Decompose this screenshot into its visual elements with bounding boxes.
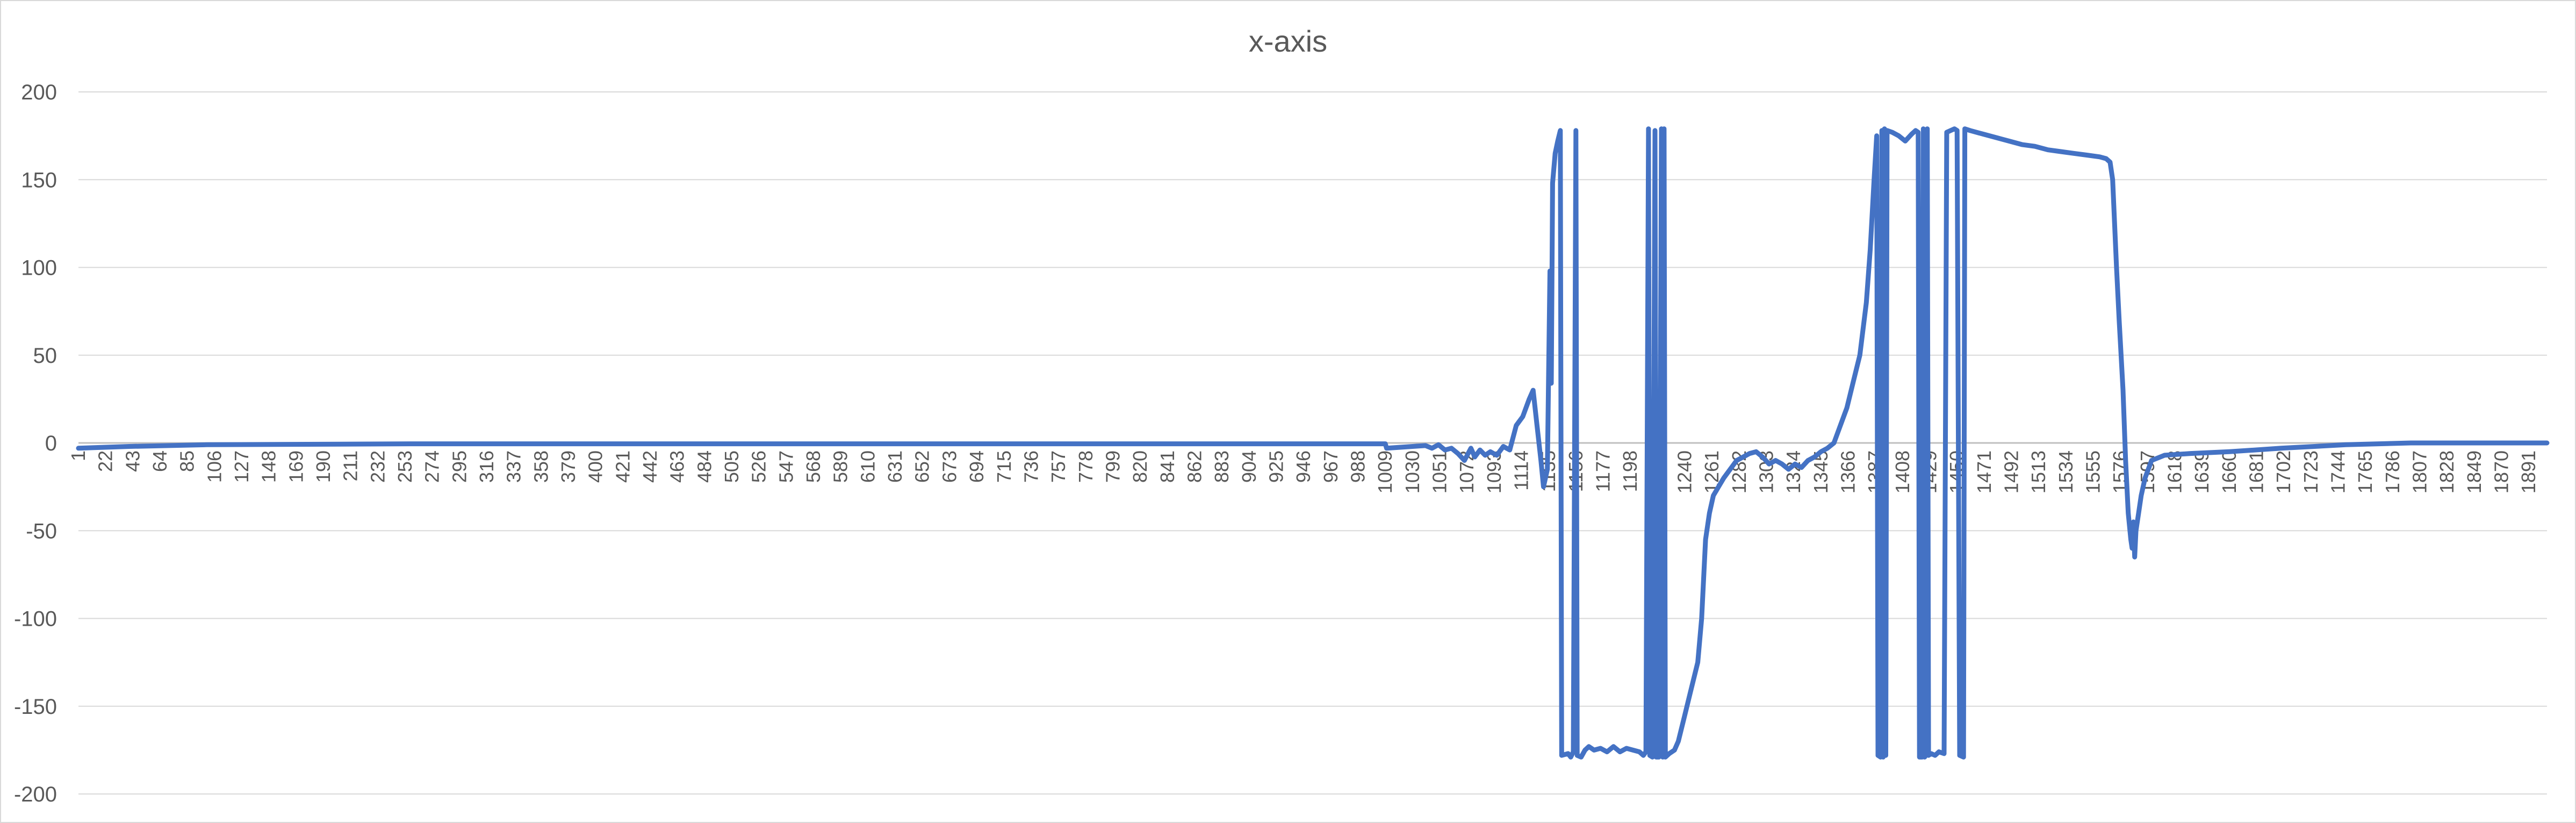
x-tick-label: 1030 xyxy=(1401,450,1423,493)
y-tick-label: -200 xyxy=(14,783,57,806)
x-tick-label: 106 xyxy=(203,450,225,483)
y-tick-label: -150 xyxy=(14,695,57,719)
y-tick-label: -50 xyxy=(26,519,57,543)
x-tick-label: 400 xyxy=(585,450,607,483)
x-tick-label: 547 xyxy=(775,450,797,483)
y-tick-label: 0 xyxy=(45,432,57,455)
x-tick-label: 673 xyxy=(938,450,960,483)
x-tick-label: 295 xyxy=(448,450,470,483)
x-tick-label: 64 xyxy=(149,450,171,472)
series-line xyxy=(76,126,2550,760)
x-tick-label: 925 xyxy=(1265,450,1287,483)
x-tick-label: 1723 xyxy=(2300,450,2322,493)
x-tick-label: 1660 xyxy=(2218,450,2240,493)
x-tick-label: 526 xyxy=(748,450,770,483)
x-tick-label: 484 xyxy=(693,450,715,483)
x-tick-label: 1870 xyxy=(2491,450,2513,493)
y-axis-tick-labels: 200 150 100 50 0 -50 -100 -150 -200 xyxy=(14,81,57,806)
x-tick-label: 463 xyxy=(666,450,688,483)
x-tick-label: 1 xyxy=(67,450,89,461)
y-tick-label: 50 xyxy=(33,344,57,368)
x-tick-label: 967 xyxy=(1320,450,1342,483)
x-tick-label: 1366 xyxy=(1837,450,1859,493)
x-tick-label: 778 xyxy=(1075,450,1097,483)
x-tick-label: 736 xyxy=(1020,450,1042,483)
x-tick-label: 589 xyxy=(830,450,852,483)
x-tick-label: 757 xyxy=(1047,450,1069,483)
gridlines xyxy=(78,91,2547,795)
x-tick-label: 1765 xyxy=(2354,450,2376,493)
x-tick-label: 1324 xyxy=(1782,450,1804,493)
x-tick-label: 43 xyxy=(121,450,143,472)
x-tick-label: 1681 xyxy=(2246,450,2268,493)
y-tick-label: 150 xyxy=(21,168,57,192)
x-tick-label: 904 xyxy=(1238,450,1260,483)
x-tick-label: 883 xyxy=(1211,450,1233,483)
x-tick-label: 148 xyxy=(258,450,280,483)
x-tick-label: 505 xyxy=(721,450,743,483)
x-tick-label: 1849 xyxy=(2463,450,2485,493)
x-tick-label: 22 xyxy=(95,450,117,472)
x-tick-label: 1744 xyxy=(2327,450,2349,493)
x-tick-label: 988 xyxy=(1347,450,1369,483)
x-tick-label: 1198 xyxy=(1619,450,1641,492)
x-tick-label: 1828 xyxy=(2436,450,2458,493)
x-tick-label: 442 xyxy=(639,450,661,483)
x-tick-label: 652 xyxy=(911,450,933,483)
x-tick-label: 946 xyxy=(1292,450,1314,483)
x-tick-label: 1702 xyxy=(2272,450,2294,493)
chart-title: x-axis xyxy=(1248,24,1328,58)
x-tick-label: 1492 xyxy=(2001,450,2023,493)
x-tick-label: 841 xyxy=(1156,450,1178,483)
x-tick-label: 1786 xyxy=(2381,450,2404,493)
x-tick-label: 1513 xyxy=(2027,450,2049,493)
x-tick-label: 421 xyxy=(611,450,634,483)
x-tick-label: 274 xyxy=(421,450,443,483)
x-tick-label: 1240 xyxy=(1673,450,1695,493)
x-tick-label: 862 xyxy=(1183,450,1205,483)
x-tick-label: 253 xyxy=(394,450,416,483)
x-tick-label: 1555 xyxy=(2082,450,2104,493)
x-tick-label: 820 xyxy=(1129,450,1151,483)
x-tick-label: 337 xyxy=(503,450,525,483)
x-tick-label: 190 xyxy=(312,450,334,483)
x-tick-label: 610 xyxy=(857,450,879,483)
x-tick-label: 127 xyxy=(231,450,253,483)
x-tick-label: 1618 xyxy=(2164,450,2186,493)
x-tick-label: 694 xyxy=(966,450,988,483)
x-tick-label: 379 xyxy=(557,450,579,483)
x-tick-label: 1534 xyxy=(2055,450,2077,493)
x-tick-label: 568 xyxy=(802,450,824,483)
x-tick-label: 1051 xyxy=(1428,450,1450,493)
x-tick-label: 358 xyxy=(530,450,552,483)
x-tick-label: 85 xyxy=(176,450,198,472)
x-tick-label: 1408 xyxy=(1891,450,1913,493)
x-tick-label: 631 xyxy=(884,450,906,483)
x-tick-label: 1303 xyxy=(1755,450,1777,493)
x-tick-label: 1093 xyxy=(1483,450,1505,493)
x-tick-label: 1807 xyxy=(2409,450,2431,493)
x-tick-label: 211 xyxy=(340,450,362,481)
x-tick-label: 1009 xyxy=(1374,450,1396,493)
y-tick-label: 100 xyxy=(21,256,57,280)
x-tick-label: 1471 xyxy=(1973,450,1995,493)
x-tick-label: 169 xyxy=(285,450,307,483)
y-tick-label: -100 xyxy=(14,607,57,631)
x-tick-label: 799 xyxy=(1102,450,1124,483)
y-tick-label: 200 xyxy=(21,81,57,104)
x-tick-label: 1891 xyxy=(2517,450,2539,493)
x-tick-label: 316 xyxy=(476,450,498,483)
x-tick-label: 1177 xyxy=(1592,450,1614,492)
x-tick-label: 232 xyxy=(366,450,388,483)
x-tick-label: 715 xyxy=(993,450,1015,483)
x-tick-label: 1639 xyxy=(2191,450,2213,493)
x-tick-label: 1114 xyxy=(1510,450,1532,491)
